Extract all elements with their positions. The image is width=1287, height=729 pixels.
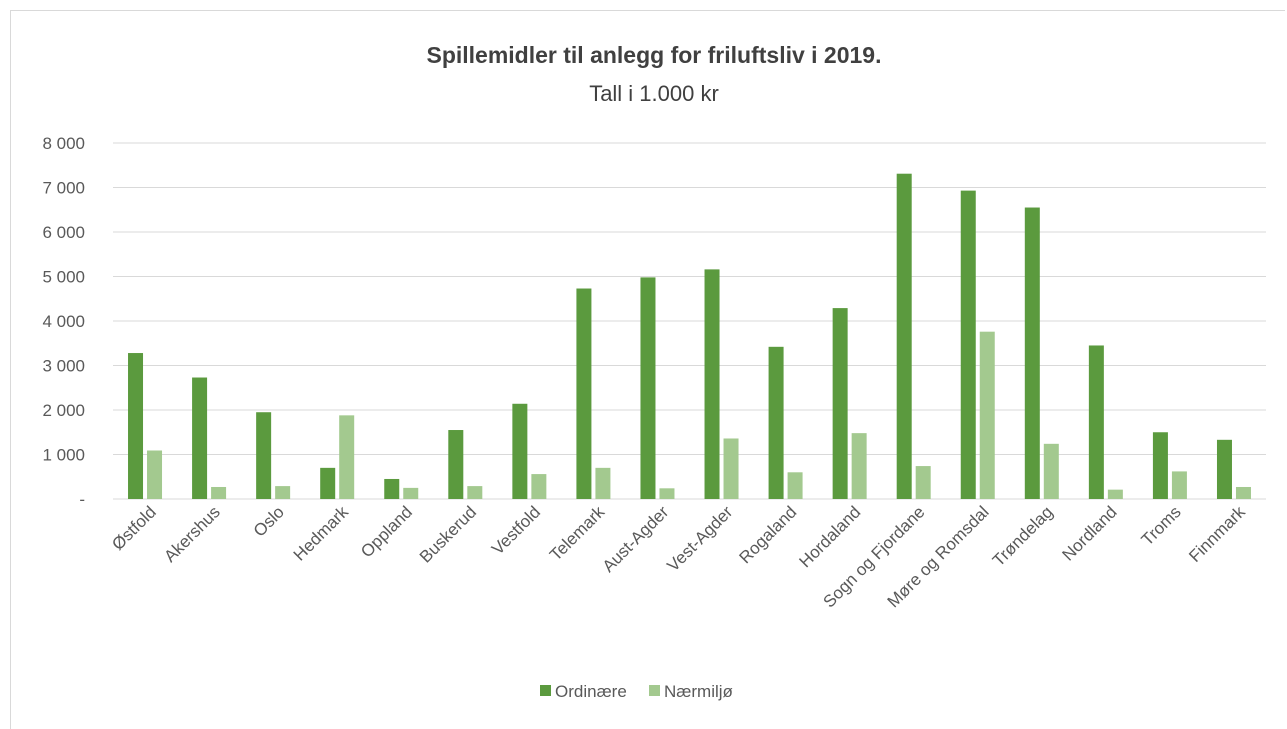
x-tick-label: Oslo bbox=[250, 502, 288, 540]
bars bbox=[128, 173, 1251, 500]
bar-ordinaere bbox=[832, 308, 848, 499]
y-tick-label: 4 000 bbox=[42, 312, 85, 331]
bar-naermiljo bbox=[659, 488, 675, 499]
y-axis-tick-labels: - 1 000 2 000 3 000 4 000 5 000 6 000 7 000 8 00… bbox=[42, 134, 85, 509]
bar-naermiljo bbox=[595, 467, 611, 499]
bar-naermiljo bbox=[467, 486, 483, 499]
bar-naermiljo bbox=[1171, 471, 1187, 499]
x-tick-label: Vest-Agder bbox=[663, 502, 736, 575]
x-tick-label: Oppland bbox=[357, 502, 416, 561]
bar-ordinaere bbox=[704, 269, 720, 499]
bar-ordinaere bbox=[448, 430, 464, 499]
x-tick-label: Trøndelag bbox=[989, 502, 1057, 570]
bar-naermiljo bbox=[403, 487, 419, 499]
legend: Ordinære Nærmiljø bbox=[540, 682, 733, 701]
bar-ordinaere bbox=[192, 377, 208, 499]
x-tick-label: Aust-Agder bbox=[599, 502, 673, 576]
bar-ordinaere bbox=[1088, 345, 1104, 499]
bar-naermiljo bbox=[915, 466, 931, 499]
bar-ordinaere bbox=[256, 412, 272, 499]
chart-subtitle: Tall i 1.000 kr bbox=[589, 81, 719, 106]
x-tick-label: Finnmark bbox=[1185, 502, 1249, 566]
bar-ordinaere bbox=[128, 353, 144, 499]
y-tick-label: 7 000 bbox=[42, 179, 85, 198]
bar-ordinaere bbox=[1024, 207, 1040, 499]
legend-swatch bbox=[649, 685, 660, 696]
bar-ordinaere bbox=[576, 288, 592, 499]
y-tick-label: 3 000 bbox=[42, 357, 85, 376]
bar-naermiljo bbox=[787, 472, 803, 499]
bar-ordinaere bbox=[1152, 432, 1168, 499]
x-tick-label: Rogaland bbox=[736, 502, 801, 567]
y-tick-label: 5 000 bbox=[42, 268, 85, 287]
bar-naermiljo bbox=[1107, 489, 1123, 499]
bar-naermiljo bbox=[979, 331, 995, 499]
y-tick-label: 6 000 bbox=[42, 223, 85, 242]
bar-naermiljo bbox=[211, 486, 227, 499]
legend-label: Nærmiljø bbox=[664, 682, 733, 701]
y-tick-label: 2 000 bbox=[42, 401, 85, 420]
legend-swatch bbox=[540, 685, 551, 696]
bar-naermiljo bbox=[531, 474, 547, 499]
y-tick-label: 1 000 bbox=[42, 446, 85, 465]
bar-naermiljo bbox=[723, 438, 739, 499]
x-tick-label: Akershus bbox=[160, 502, 224, 566]
y-tick-label: 8 000 bbox=[42, 134, 85, 153]
x-tick-label: Buskerud bbox=[416, 502, 480, 566]
bar-ordinaere bbox=[640, 277, 656, 499]
x-tick-label: Østfold bbox=[108, 502, 160, 554]
bar-ordinaere bbox=[320, 467, 336, 499]
bar-naermiljo bbox=[275, 486, 291, 499]
bar-naermiljo bbox=[1235, 486, 1251, 499]
bar-ordinaere bbox=[896, 173, 912, 499]
chart-frame bbox=[10, 10, 1285, 729]
x-tick-label: Hordaland bbox=[796, 502, 865, 571]
bar-naermiljo bbox=[851, 433, 867, 499]
chart-title: Spillemidler til anlegg for friluftsliv … bbox=[426, 42, 881, 68]
bar-ordinaere bbox=[384, 478, 400, 499]
bar-naermiljo bbox=[147, 450, 163, 499]
legend-label: Ordinære bbox=[555, 682, 627, 701]
bar-ordinaere bbox=[512, 403, 528, 499]
bar-ordinaere bbox=[960, 190, 976, 500]
x-tick-label: Troms bbox=[1138, 502, 1185, 549]
bar-ordinaere bbox=[1216, 439, 1232, 499]
x-tick-label: Nordland bbox=[1058, 502, 1120, 564]
gridlines bbox=[113, 142, 1266, 500]
x-axis-tick-labels: Østfold Akershus Oslo Hedmark Oppland Buskeru… bbox=[108, 502, 1249, 611]
bar-ordinaere bbox=[768, 346, 784, 499]
bar-naermiljo bbox=[1043, 443, 1059, 499]
y-tick-label: - bbox=[79, 490, 85, 509]
bar-naermiljo bbox=[339, 415, 355, 499]
x-tick-label: Telemark bbox=[546, 502, 609, 565]
x-tick-label: Hedmark bbox=[290, 502, 353, 565]
x-tick-label: Vestfold bbox=[488, 502, 544, 558]
